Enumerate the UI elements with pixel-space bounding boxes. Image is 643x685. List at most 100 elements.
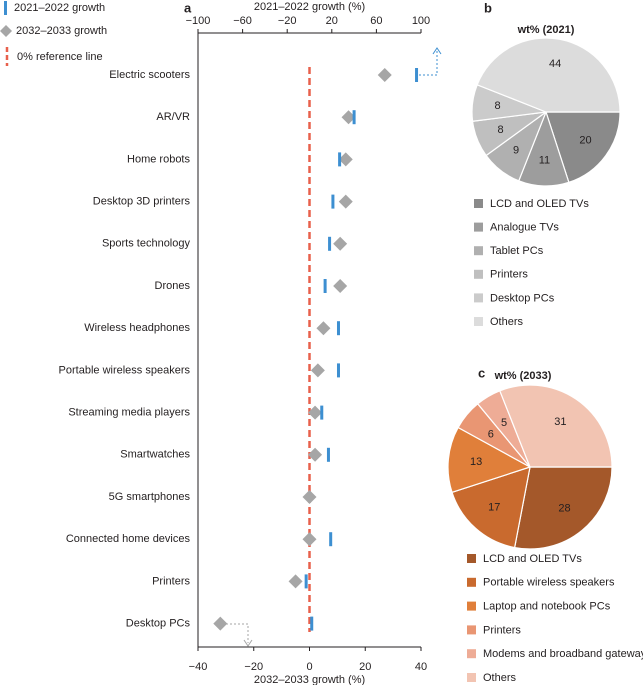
growth-bar — [326, 447, 330, 462]
legend-swatch — [467, 577, 476, 587]
pie-slice — [476, 37, 621, 113]
growth-diamond — [341, 110, 356, 125]
category-label: Smartwatches — [120, 449, 190, 461]
growth-diamond — [310, 363, 325, 378]
category-label: Desktop 3D printers — [93, 196, 191, 208]
growth-diamond — [302, 532, 317, 547]
growth-bar — [320, 405, 324, 420]
growth-diamond — [302, 490, 317, 504]
x-axis-title: 2032–2033 growth (%) — [254, 674, 365, 685]
legend-label: LCD and OLED TVs — [483, 553, 582, 565]
category-label: Electric scooters — [109, 69, 190, 81]
pie-value-label: 9 — [513, 144, 519, 156]
legend-label: Modems and broadband gateways — [483, 648, 643, 660]
category-label: AR/VR — [156, 111, 190, 123]
growth-bar — [329, 532, 333, 547]
pie-value-label: 8 — [494, 100, 500, 112]
legend-label: Others — [483, 672, 517, 684]
x-tick-label: −20 — [244, 661, 263, 673]
growth-diamond — [308, 405, 323, 420]
legend-label: Tablet PCs — [490, 245, 544, 257]
pie-title: wt% (2021) — [517, 24, 575, 36]
growth-bar — [338, 152, 342, 167]
legend-label: Printers — [490, 269, 528, 281]
category-label: Sports technology — [102, 238, 191, 250]
legend-swatch — [467, 601, 476, 611]
legend-swatch — [4, 1, 7, 15]
legend-swatch — [474, 293, 483, 303]
growth-bar — [352, 110, 356, 125]
x2-tick-label: −20 — [278, 15, 297, 27]
x2-tick-label: −100 — [186, 15, 211, 27]
category-label: Portable wireless speakers — [59, 364, 191, 376]
legend-label: 2021–2022 growth — [14, 2, 105, 14]
growth-diamond — [338, 194, 353, 209]
legend-swatch — [0, 25, 12, 37]
pie-value-label: 20 — [579, 135, 591, 147]
off-scale-arrow — [419, 50, 438, 76]
legend-swatch — [474, 199, 483, 208]
legend-swatch — [467, 649, 476, 659]
growth-diamond — [377, 68, 392, 82]
growth-bar — [310, 616, 314, 631]
pie-value-label: 44 — [549, 58, 561, 70]
growth-bar — [328, 236, 332, 251]
legend-swatch — [474, 269, 483, 279]
pie-value-label: 11 — [539, 155, 550, 167]
legend-label: 2032–2033 growth — [16, 25, 107, 37]
panel-label: a — [184, 0, 192, 15]
growth-diamond — [316, 321, 331, 336]
category-label: Streaming media players — [68, 407, 190, 419]
category-label: Connected home devices — [66, 533, 191, 545]
pie-value-label: 13 — [470, 456, 482, 468]
category-label: Home robots — [127, 153, 190, 165]
legend-label: Laptop and notebook PCs — [483, 601, 611, 613]
pie-slice — [499, 384, 613, 468]
growth-bar — [323, 279, 327, 293]
category-label: Printers — [152, 575, 190, 587]
growth-diamond — [333, 236, 348, 251]
legend-label: Printers — [483, 624, 521, 636]
pie-slice — [447, 426, 532, 494]
x-tick-label: 0 — [306, 661, 312, 673]
x2-tick-label: 20 — [326, 15, 338, 27]
panel-label: c — [478, 365, 485, 380]
category-label: Wireless headphones — [84, 322, 190, 334]
category-label: Drones — [155, 280, 191, 292]
pie-value-label: 5 — [501, 417, 507, 429]
legend-label: Desktop PCs — [490, 292, 555, 304]
growth-bar — [331, 194, 335, 209]
legend-swatch — [474, 317, 483, 326]
growth-bar — [415, 68, 419, 82]
arrow-head — [432, 47, 442, 55]
growth-bar — [336, 363, 340, 378]
x2-tick-label: −60 — [233, 15, 252, 27]
legend-swatch — [474, 222, 483, 232]
category-label: Desktop PCs — [126, 618, 191, 630]
legend-label: 0% reference line — [17, 51, 103, 63]
growth-diamond — [213, 616, 228, 631]
arrow-head — [243, 639, 253, 647]
pie-slice — [451, 466, 531, 549]
growth-diamond — [338, 152, 353, 167]
legend-label: LCD and OLED TVs — [490, 198, 589, 210]
x-tick-label: 40 — [415, 661, 427, 673]
legend-swatch — [474, 246, 483, 256]
pie-value-label: 8 — [498, 124, 504, 136]
category-label: 5G smartphones — [109, 491, 191, 503]
pie-slice — [545, 111, 621, 184]
x2-tick-label: 100 — [412, 15, 430, 27]
legend-swatch — [467, 554, 476, 563]
growth-bar — [336, 321, 340, 336]
x-tick-label: 20 — [359, 661, 371, 673]
pie-value-label: 17 — [488, 502, 500, 514]
legend-label: Others — [490, 316, 524, 328]
legend-swatch — [467, 625, 476, 635]
growth-diamond — [333, 279, 348, 293]
pie-slice — [513, 466, 613, 550]
pie-value-label: 6 — [488, 428, 494, 440]
off-scale-arrow — [226, 623, 249, 643]
pie-value-label: 28 — [558, 503, 570, 515]
